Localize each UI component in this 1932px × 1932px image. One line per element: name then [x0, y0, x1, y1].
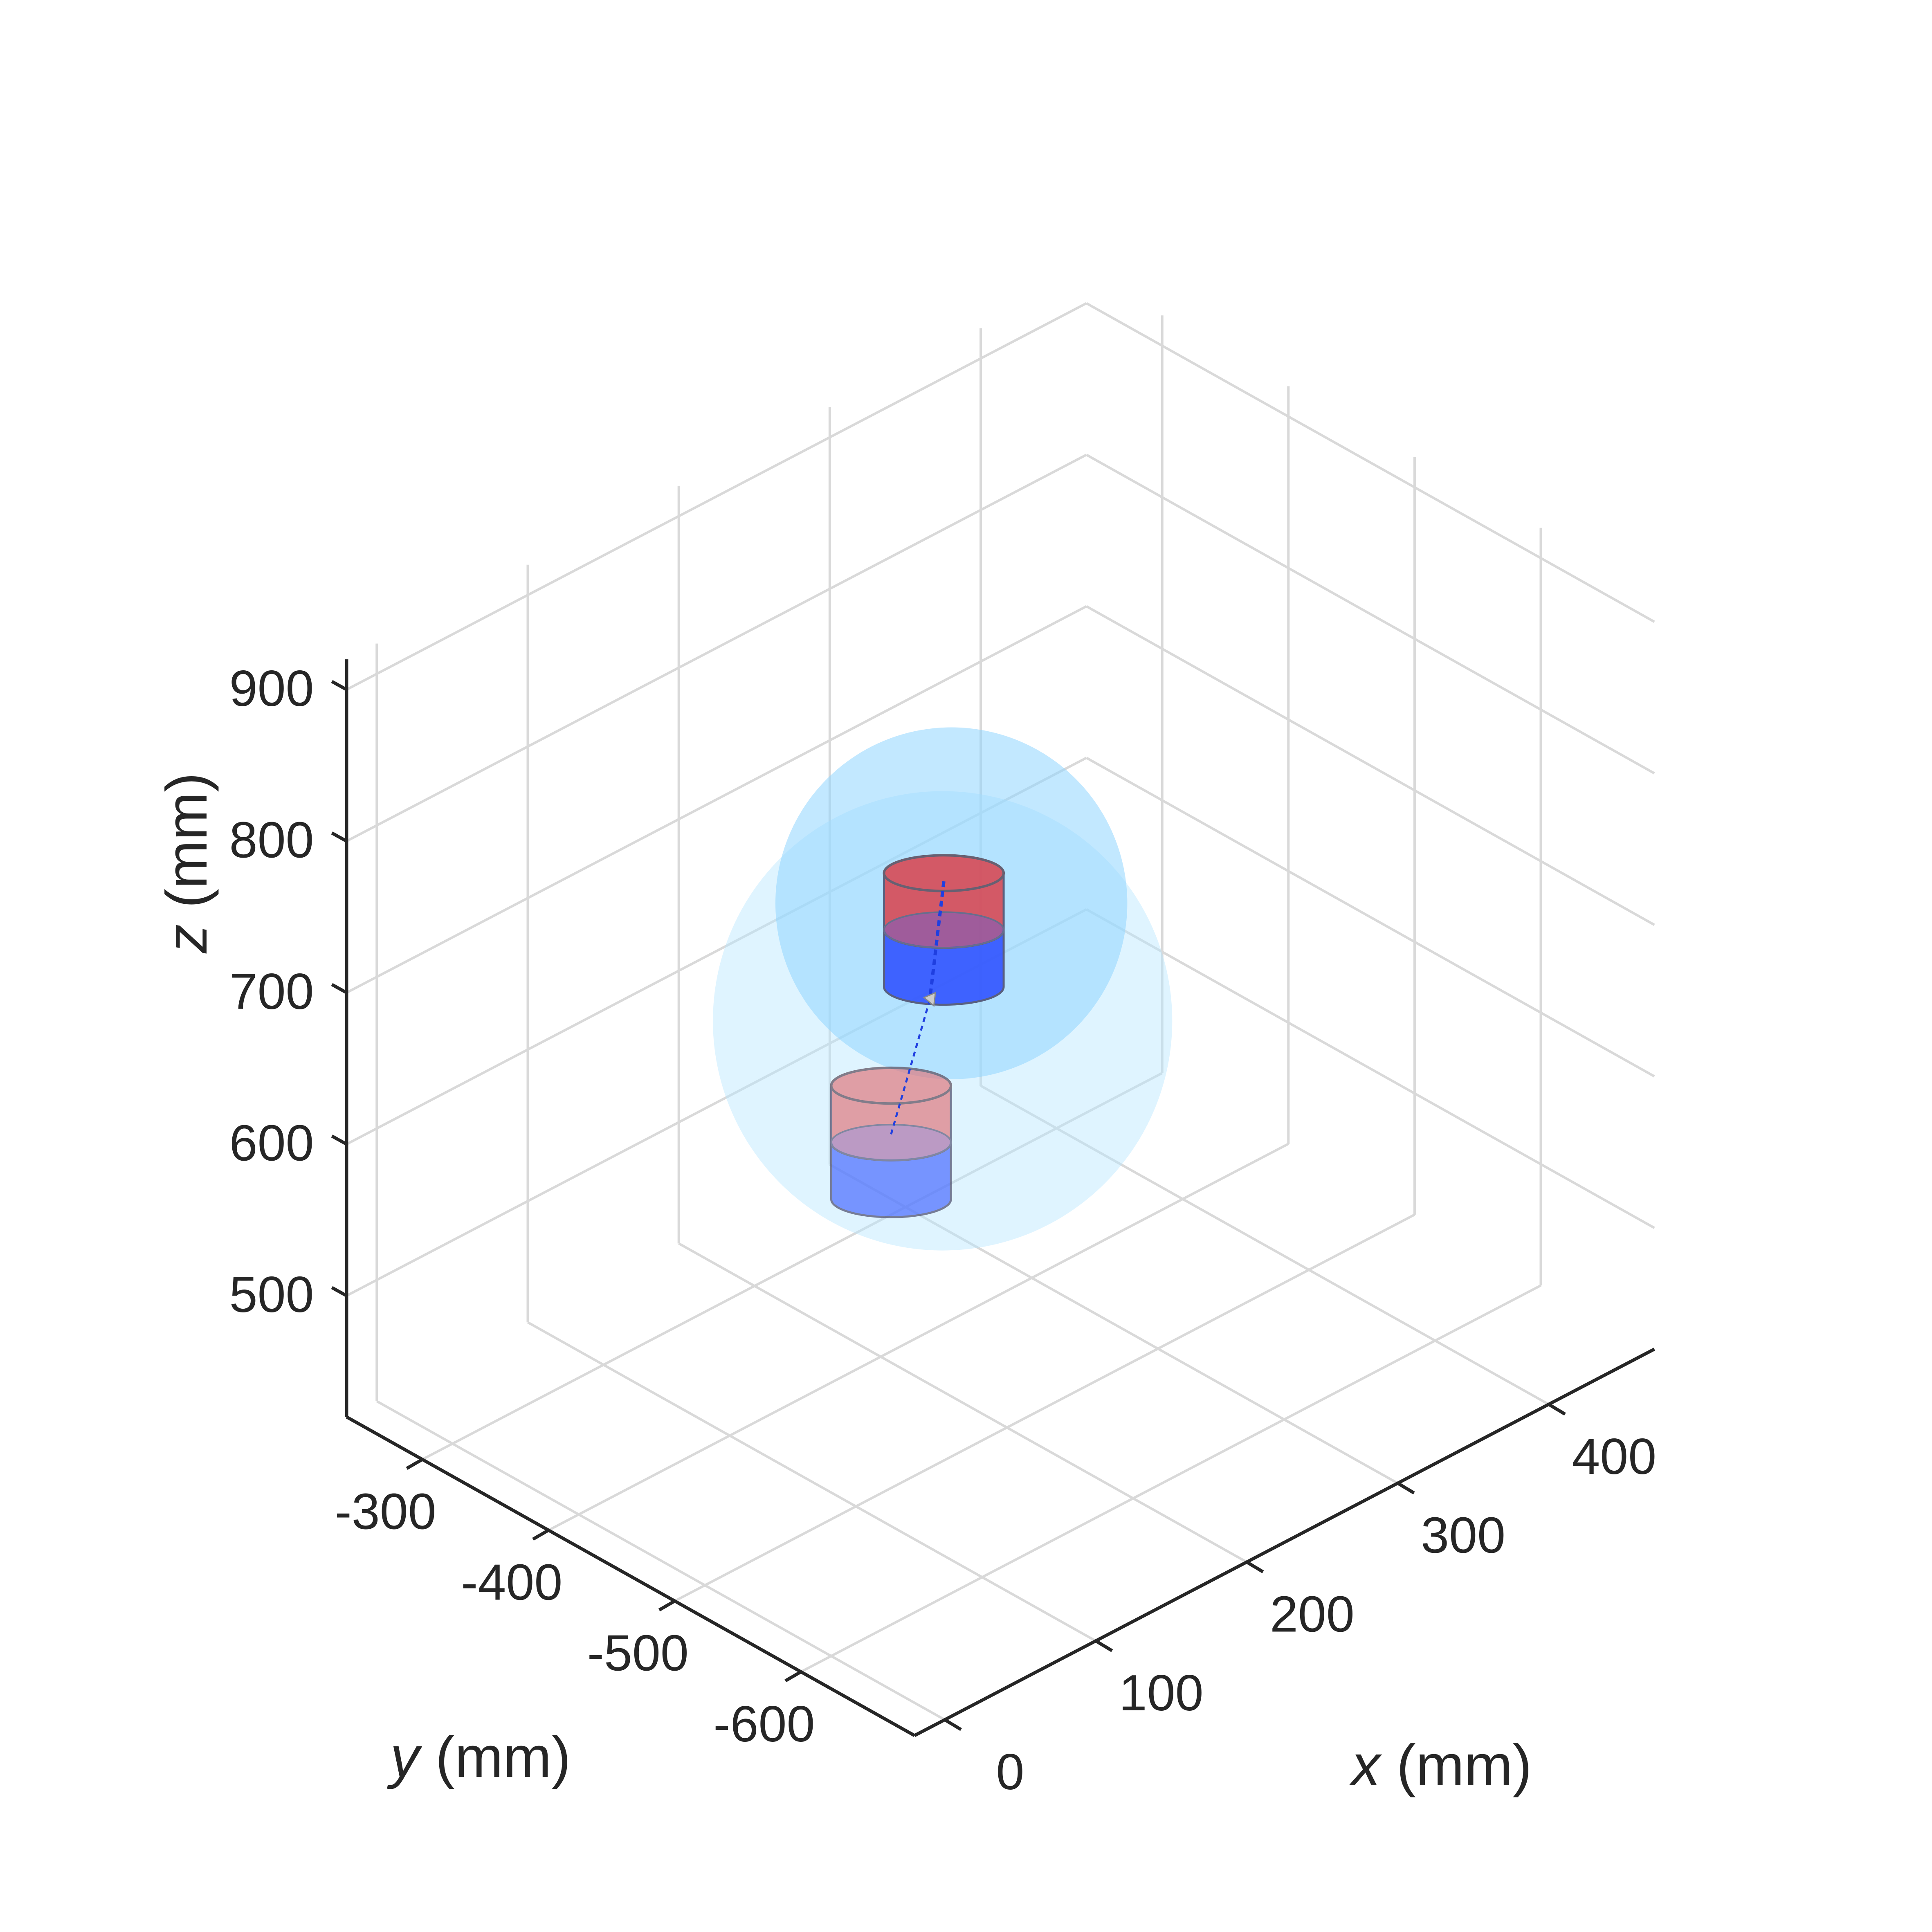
grid-floor-y-line [422, 1072, 1163, 1461]
grid-floor-x-line [980, 1085, 1550, 1406]
y-tick-label: -300 [335, 1484, 436, 1540]
z-tick [331, 680, 348, 691]
plot-objects [713, 727, 1173, 1251]
y-tick-label: -600 [713, 1696, 815, 1752]
cylinder-2 [830, 1066, 953, 1218]
y-tick [658, 1600, 676, 1612]
grid-floor-x-line [678, 1242, 1247, 1564]
x-tick [1246, 1560, 1264, 1573]
y-tick [406, 1458, 423, 1470]
x-tick-label: 300 [1421, 1507, 1505, 1564]
grid-floor-y-line [548, 1143, 1289, 1532]
y-axis-label: y (mm) [386, 1725, 571, 1790]
cylinder-mid-ring [883, 911, 1005, 949]
z-tick [331, 1286, 348, 1297]
endpoint-marker [923, 991, 937, 1007]
x-tick-label: 400 [1572, 1429, 1656, 1485]
z-tick [331, 983, 348, 994]
y-tick [532, 1529, 550, 1541]
grid-floor-x-line [376, 1400, 946, 1721]
grid-wall-yz-horizontal [1086, 757, 1655, 1078]
grid-floor-y-line [800, 1284, 1541, 1673]
grid-floor-x-line [527, 1321, 1096, 1642]
cylinder-1 [883, 854, 1005, 1006]
dashed-link-1 [928, 881, 946, 1000]
grid-wall-yz-horizontal [1086, 454, 1655, 775]
y-tick [784, 1670, 802, 1683]
x-axis-label: x (mm) [1349, 1733, 1532, 1798]
axes: 500 600 700 800 900 -300 -400 -500 -600 0 100 200 30… [229, 659, 1656, 1800]
grid-wall-xz-horizontal [346, 302, 1087, 691]
x-tick [1095, 1639, 1113, 1652]
z-tick-label: 700 [229, 964, 314, 1020]
z-tick-label: 600 [229, 1115, 314, 1172]
grid-wall-xz-horizontal [346, 454, 1087, 842]
z-tick-label: 500 [229, 1267, 314, 1323]
x-tick [944, 1718, 962, 1731]
y-tick-label: -500 [587, 1625, 689, 1682]
cylinder-top-cap [830, 1066, 953, 1105]
grid-wall-xz-horizontal [346, 605, 1087, 994]
x-tick [1397, 1482, 1415, 1495]
grid-floor-y-line [674, 1213, 1415, 1602]
x-tick-label: 200 [1270, 1586, 1355, 1642]
grid-wall-yz-horizontal [1086, 605, 1655, 926]
z-tick [331, 831, 348, 843]
x-tick [1548, 1403, 1566, 1416]
grid-wall-yz-horizontal [1086, 302, 1655, 623]
cylinder-top-cap [883, 854, 1005, 892]
z-tick-label: 800 [229, 812, 314, 869]
x-tick-label: 0 [996, 1744, 1024, 1800]
grid-wall-yz-horizontal [1086, 908, 1655, 1229]
x-axis-line [914, 1348, 1656, 1737]
z-tick-label: 900 [229, 660, 314, 717]
x-tick-label: 100 [1119, 1665, 1204, 1721]
grid-floor-x-line [829, 1163, 1399, 1485]
cylinder-mid-ring [830, 1123, 952, 1161]
y-axis-line [346, 1415, 916, 1737]
z-tick [331, 1134, 348, 1146]
y-tick-label: -400 [461, 1555, 562, 1611]
z-axis-label: z (mm) [154, 773, 219, 954]
